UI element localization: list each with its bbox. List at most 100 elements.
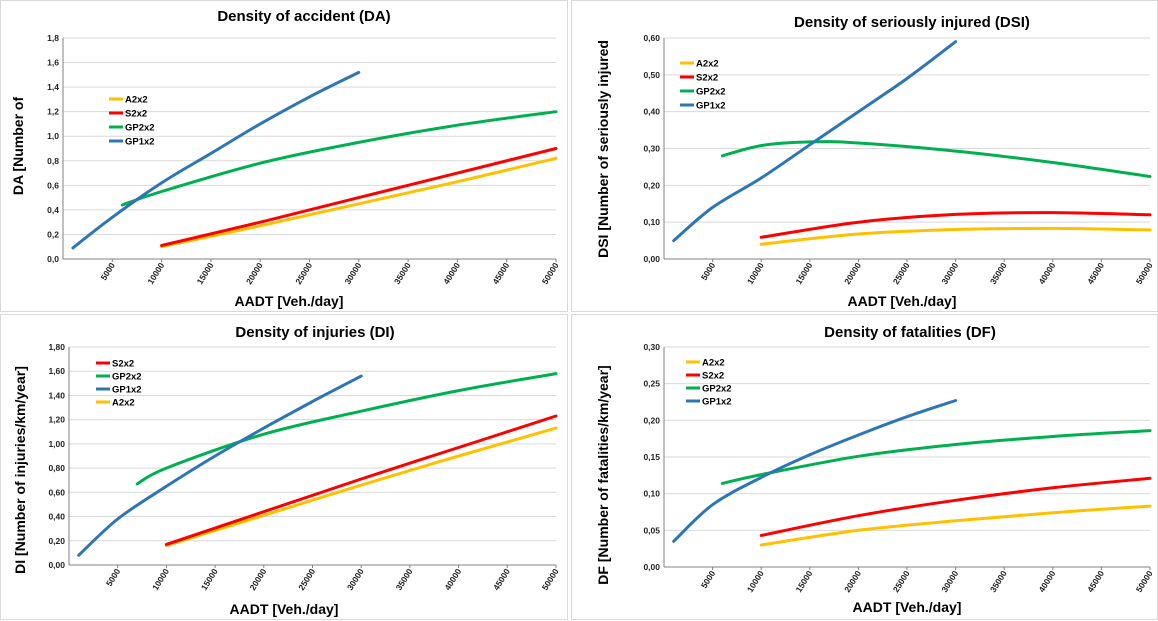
chart-svg: 0,00 0,05 0,10 0,15 0,20 0,25 0,30 5000 10000 150… bbox=[595, 324, 1155, 615]
y-tick-label: 0,30 bbox=[643, 144, 660, 154]
series-line-a2x2 bbox=[160, 156, 558, 249]
legend-label-gp1x2: GP1x2 bbox=[702, 397, 732, 408]
legend-label-gp1x2: GP1x2 bbox=[125, 137, 155, 148]
y-tick-label: 0,05 bbox=[643, 525, 660, 535]
x-tick-label: 25000 bbox=[293, 261, 314, 287]
legend-label-a2x2: A2x2 bbox=[696, 59, 719, 70]
x-axis-label: AADT [Veh./day] bbox=[848, 293, 957, 309]
y-tick-label: 0,10 bbox=[643, 489, 660, 499]
series-line-gp1x2 bbox=[77, 374, 363, 557]
x-axis-label: AADT [Veh./day] bbox=[853, 599, 962, 615]
x-tick-label: 40000 bbox=[441, 261, 462, 287]
x-tick-label: 35000 bbox=[988, 569, 1009, 595]
series-line-s2x2 bbox=[160, 147, 558, 247]
x-tick-label: 15000 bbox=[793, 261, 814, 287]
x-tick-label: 40000 bbox=[1036, 569, 1057, 595]
x-tick-label: 35000 bbox=[394, 567, 415, 593]
chart-title: Density of seriously injured (DSI) bbox=[794, 14, 1030, 31]
y-tick-label: 1,0 bbox=[47, 131, 59, 141]
y-tick-label: 0,40 bbox=[48, 512, 65, 522]
y-tick-label: 0,6 bbox=[47, 180, 59, 190]
x-tick-label: 30000 bbox=[939, 261, 960, 287]
x-tick-label: 35000 bbox=[392, 261, 413, 287]
y-tick-label: 0,00 bbox=[643, 254, 660, 264]
series-line-gp2x2 bbox=[720, 429, 1152, 485]
chart-panel-accidents: 0,0 0,2 0,4 0,6 0,8 1,0 1,2 1,4 1,6 1,8 5000 10000 1… bbox=[0, 0, 568, 312]
y-tick-label: 0,00 bbox=[48, 560, 65, 570]
x-tick-label: 10000 bbox=[745, 569, 766, 595]
chart-panel-seriously-injured: 0,00 0,10 0,20 0,30 0,40 0,50 0,60 5000 10000 150… bbox=[571, 0, 1158, 312]
legend-label-s2x2: S2x2 bbox=[702, 371, 724, 382]
x-tick-label: 20000 bbox=[247, 567, 268, 593]
chart-panel-fatalities: 0,00 0,05 0,10 0,15 0,20 0,25 0,30 5000 10000 150… bbox=[571, 314, 1158, 620]
chart-svg: 0,00 0,10 0,20 0,30 0,40 0,50 0,60 5000 10000 150… bbox=[595, 14, 1155, 309]
y-tick-label: 0,80 bbox=[48, 463, 65, 473]
y-tick-label: 1,4 bbox=[47, 82, 59, 92]
x-tick-label: 30000 bbox=[939, 569, 960, 595]
x-tick-label: 50000 bbox=[540, 261, 561, 287]
x-tick-label: 25000 bbox=[891, 569, 912, 595]
x-tick-label: 15000 bbox=[195, 261, 216, 287]
x-tick-label: 45000 bbox=[1085, 261, 1106, 287]
y-tick-label: 1,80 bbox=[48, 342, 65, 352]
series-line-a2x2 bbox=[164, 426, 558, 548]
x-tick-label: 25000 bbox=[296, 567, 317, 593]
chart-title: Density of accident (DA) bbox=[217, 8, 390, 25]
x-tick-label: 5000 bbox=[699, 569, 718, 591]
legend-label-gp2x2: GP2x2 bbox=[702, 384, 732, 395]
y-tick-label: 0,15 bbox=[643, 452, 660, 462]
x-tick-label: 30000 bbox=[345, 567, 366, 593]
x-tick-label: 20000 bbox=[244, 261, 265, 287]
y-tick-label: 1,20 bbox=[48, 415, 65, 425]
y-tick-label: 0,60 bbox=[48, 487, 65, 497]
legend-label-gp1x2: GP1x2 bbox=[112, 385, 142, 396]
x-tick-label: 10000 bbox=[745, 261, 766, 287]
y-axis-label: DI [Number of injuries/km/year] bbox=[12, 366, 28, 574]
x-tick-label: 20000 bbox=[842, 261, 863, 287]
y-axis-label: DF [Number of fatalities/km/year] bbox=[595, 365, 611, 584]
chart-panel-injuries: 0,00 0,20 0,40 0,60 0,80 1,00 1,20 1,40 1,60 1,80… bbox=[0, 314, 568, 620]
y-tick-label: 0,20 bbox=[643, 180, 660, 190]
x-tick-label: 15000 bbox=[793, 569, 814, 595]
series-line-gp2x2 bbox=[720, 140, 1152, 178]
y-tick-label: 1,60 bbox=[48, 366, 65, 376]
x-tick-label: 50000 bbox=[540, 567, 561, 593]
legend-label-a2x2: A2x2 bbox=[112, 398, 135, 409]
y-tick-label: 0,25 bbox=[643, 379, 660, 389]
series-line-gp2x2 bbox=[135, 372, 558, 486]
x-tick-label: 15000 bbox=[199, 567, 220, 593]
y-tick-label: 0,60 bbox=[643, 33, 660, 43]
series-line-a2x2 bbox=[759, 226, 1152, 246]
x-tick-label: 40000 bbox=[1036, 261, 1057, 287]
series-line-gp2x2 bbox=[120, 110, 558, 207]
series-line-gp1x2 bbox=[672, 399, 958, 543]
y-tick-label: 0,8 bbox=[47, 156, 59, 166]
y-tick-label: 0,20 bbox=[643, 415, 660, 425]
chart-svg: 0,0 0,2 0,4 0,6 0,8 1,0 1,2 1,4 1,6 1,8 5000 10000 1… bbox=[10, 8, 561, 309]
legend-label-s2x2: S2x2 bbox=[125, 109, 147, 120]
x-tick-label: 30000 bbox=[342, 261, 363, 287]
x-tick-label: 10000 bbox=[145, 261, 166, 287]
x-tick-label: 10000 bbox=[150, 567, 171, 593]
series-line-s2x2 bbox=[164, 414, 558, 546]
chart-svg: 0,00 0,20 0,40 0,60 0,80 1,00 1,20 1,40 1,60 1,80… bbox=[12, 324, 561, 617]
x-tick-label: 50000 bbox=[1134, 261, 1155, 287]
legend-label-a2x2: A2x2 bbox=[125, 95, 148, 106]
y-tick-label: 0,00 bbox=[643, 562, 660, 572]
legend-label-s2x2: S2x2 bbox=[696, 73, 718, 84]
y-tick-label: 1,2 bbox=[47, 107, 59, 117]
legend-label-s2x2: S2x2 bbox=[112, 359, 134, 370]
series-line-s2x2 bbox=[759, 476, 1152, 537]
x-axis-label: AADT [Veh./day] bbox=[230, 601, 339, 617]
x-tick-label: 20000 bbox=[842, 569, 863, 595]
y-tick-label: 0,40 bbox=[643, 107, 660, 117]
y-axis-label: DSI [Number of seriously injured bbox=[595, 40, 611, 258]
x-tick-label: 5000 bbox=[699, 261, 718, 283]
chart-title: Density of fatalities (DF) bbox=[824, 324, 996, 341]
x-tick-label: 35000 bbox=[988, 261, 1009, 287]
x-tick-label: 25000 bbox=[891, 261, 912, 287]
legend-label-gp2x2: GP2x2 bbox=[112, 372, 142, 383]
y-tick-label: 1,00 bbox=[48, 439, 65, 449]
x-tick-label: 50000 bbox=[1134, 569, 1155, 595]
x-tick-label: 45000 bbox=[491, 567, 512, 593]
